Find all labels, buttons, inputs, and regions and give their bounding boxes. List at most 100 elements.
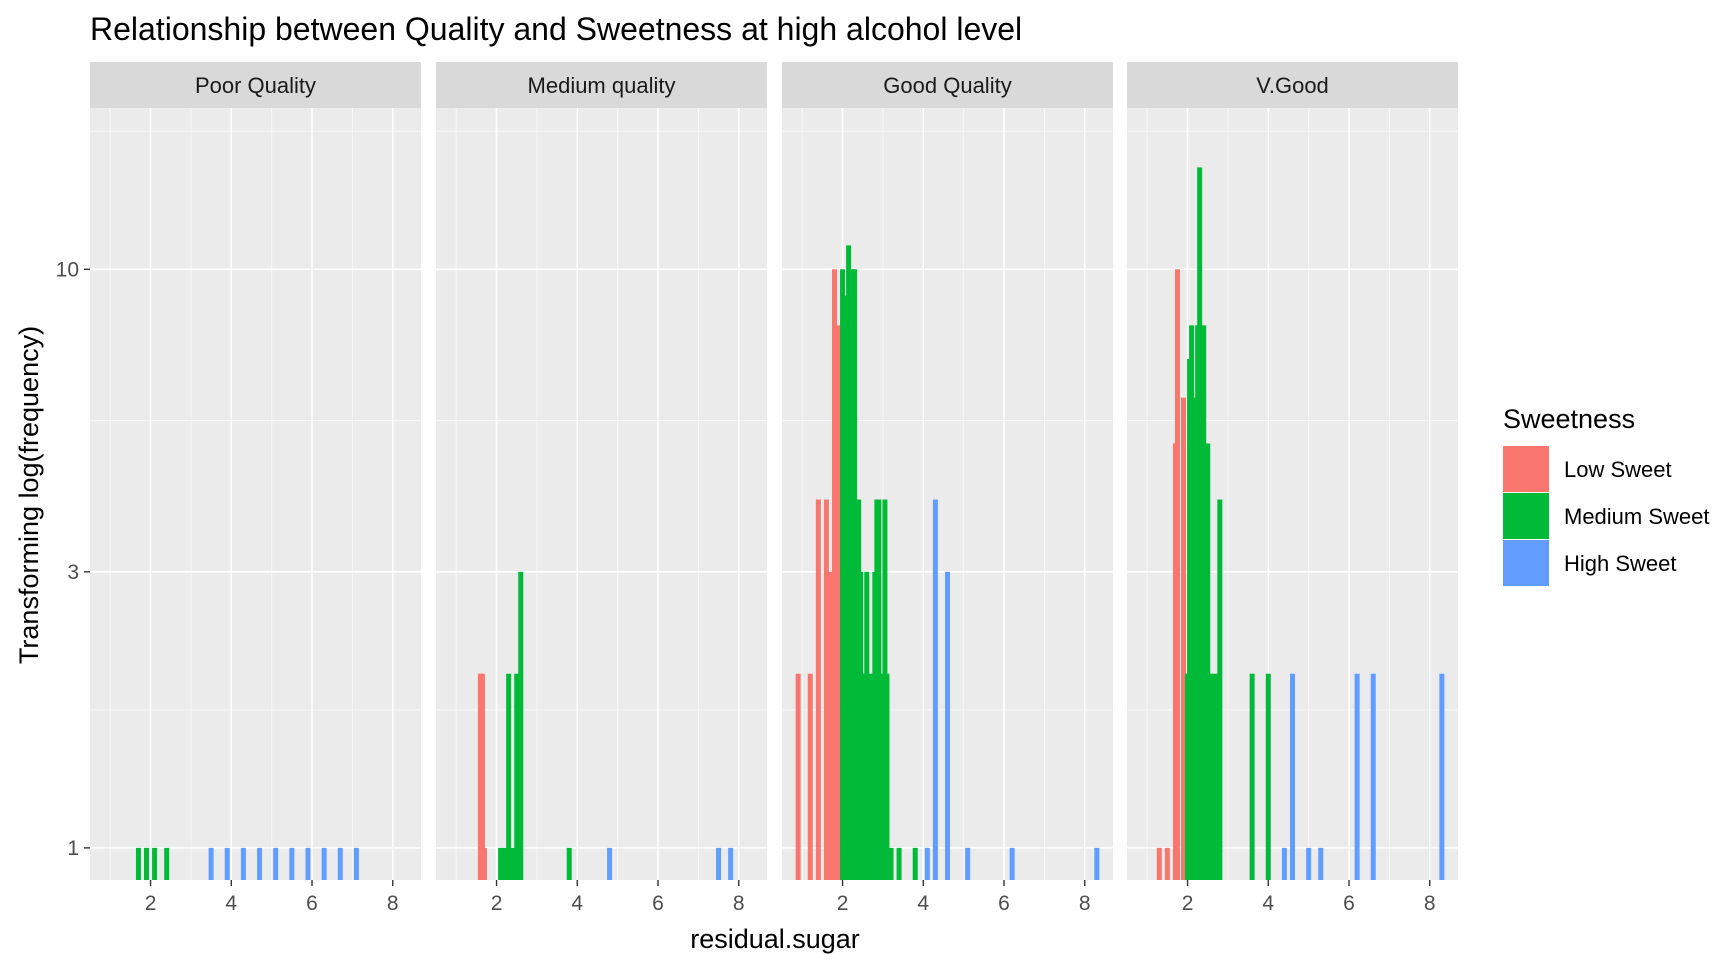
legend-label: Medium Sweet bbox=[1564, 504, 1710, 529]
bar-low-sweet bbox=[1174, 269, 1180, 880]
bar-medium-sweet bbox=[896, 847, 902, 880]
panel-3: Good Quality 2 4 6 8 bbox=[782, 62, 1113, 915]
bar-high-sweet bbox=[1281, 847, 1287, 880]
bar-high-sweet bbox=[1318, 847, 1324, 880]
x-tick-label: 8 bbox=[387, 892, 399, 915]
bar-high-sweet bbox=[337, 847, 343, 880]
y-tick-label: 1 bbox=[67, 837, 79, 860]
panel-background bbox=[436, 108, 767, 880]
bar-medium-sweet bbox=[506, 673, 512, 880]
bar-high-sweet bbox=[728, 847, 734, 880]
bar-high-sweet bbox=[1370, 673, 1376, 880]
bar-medium-sweet bbox=[912, 847, 918, 880]
facet-strip bbox=[782, 62, 1113, 108]
bar-low-sweet bbox=[1156, 847, 1162, 880]
x-tick-label: 4 bbox=[225, 892, 237, 915]
facet-strip bbox=[90, 62, 421, 108]
bar-medium-sweet bbox=[864, 571, 870, 880]
bar-high-sweet bbox=[716, 847, 722, 880]
bar-high-sweet bbox=[607, 847, 613, 880]
x-tick-label: 4 bbox=[917, 892, 929, 915]
bars bbox=[1156, 167, 1445, 880]
panel-background bbox=[90, 108, 421, 880]
bar-medium-sweet bbox=[164, 847, 170, 880]
bar-low-sweet bbox=[1164, 847, 1170, 880]
bar-low-sweet bbox=[481, 847, 487, 880]
bar-medium-sweet bbox=[135, 847, 141, 880]
facet-strip bbox=[1127, 62, 1458, 108]
bar-medium-sweet bbox=[1217, 499, 1223, 880]
x-axis-title: residual.sugar bbox=[690, 924, 860, 954]
bar-high-sweet bbox=[224, 847, 230, 880]
x-tick-label: 2 bbox=[837, 892, 849, 915]
panel-2: Medium quality 2 4 6 8 bbox=[436, 62, 767, 915]
y-tick-label: 3 bbox=[67, 561, 79, 584]
bar-low-sweet bbox=[479, 673, 485, 880]
bar-high-sweet bbox=[1354, 673, 1360, 880]
bar-high-sweet bbox=[945, 571, 950, 880]
panel-4: V.Good 2 4 6 8 bbox=[1127, 62, 1458, 915]
bar-low-sweet bbox=[795, 673, 801, 880]
x-tick-label: 4 bbox=[571, 892, 583, 915]
bar-low-sweet bbox=[815, 499, 821, 880]
facet-strip bbox=[436, 62, 767, 108]
bar-medium-sweet bbox=[860, 673, 866, 880]
bar-low-sweet bbox=[1181, 397, 1187, 880]
bar-low-sweet bbox=[807, 673, 813, 880]
bar-medium-sweet bbox=[1209, 673, 1215, 880]
bar-high-sweet bbox=[273, 847, 279, 880]
bar-medium-sweet bbox=[1265, 673, 1271, 880]
bar-medium-sweet bbox=[514, 673, 520, 880]
bars bbox=[795, 245, 1100, 880]
bar-high-sweet bbox=[257, 847, 263, 880]
chart-title: Relationship between Quality and Sweetne… bbox=[90, 11, 1022, 47]
legend-title: Sweetness bbox=[1503, 404, 1635, 434]
bar-high-sweet bbox=[1290, 673, 1295, 880]
bar-high-sweet bbox=[1439, 673, 1445, 880]
bar-high-sweet bbox=[353, 847, 359, 880]
x-tick-label: 2 bbox=[491, 892, 503, 915]
bar-high-sweet bbox=[240, 847, 246, 880]
y-tick-label: 10 bbox=[56, 258, 79, 281]
bar-medium-sweet bbox=[152, 847, 158, 880]
x-tick-label: 4 bbox=[1262, 892, 1274, 915]
y-axis-title: Transforming log(frequency) bbox=[14, 326, 44, 664]
bar-medium-sweet bbox=[144, 847, 150, 880]
x-tick-label: 8 bbox=[1424, 892, 1436, 915]
x-tick-label: 2 bbox=[1182, 892, 1194, 915]
legend-key-low-sweet bbox=[1503, 446, 1549, 492]
bar-medium-sweet bbox=[518, 571, 524, 880]
x-tick-label: 8 bbox=[733, 892, 745, 915]
bar-low-sweet bbox=[827, 571, 833, 880]
facet-strip-label: Medium quality bbox=[528, 73, 676, 98]
bar-medium-sweet bbox=[1213, 673, 1219, 880]
legend-label: Low Sweet bbox=[1564, 457, 1672, 482]
bar-medium-sweet bbox=[868, 673, 874, 880]
bar-medium-sweet bbox=[876, 499, 882, 880]
x-tick-label: 6 bbox=[652, 892, 664, 915]
bar-high-sweet bbox=[1094, 847, 1100, 880]
facet-strip-label: Poor Quality bbox=[195, 73, 316, 98]
bar-medium-sweet bbox=[1205, 443, 1211, 880]
bar-medium-sweet bbox=[566, 847, 572, 880]
bar-medium-sweet bbox=[502, 847, 508, 880]
facet-strip-label: Good Quality bbox=[883, 73, 1011, 98]
facet-strip-label: V.Good bbox=[1256, 73, 1329, 98]
bars bbox=[477, 571, 734, 880]
bar-high-sweet bbox=[208, 847, 214, 880]
bar-high-sweet bbox=[965, 847, 971, 880]
bar-high-sweet bbox=[289, 847, 295, 880]
legend-label: High Sweet bbox=[1564, 551, 1677, 576]
legend-key-high-sweet bbox=[1503, 540, 1549, 586]
x-tick-label: 2 bbox=[145, 892, 157, 915]
x-tick-label: 6 bbox=[998, 892, 1010, 915]
bar-medium-sweet bbox=[1249, 673, 1255, 880]
bars bbox=[135, 847, 359, 880]
legend: Sweetness Low Sweet Medium Sweet High Swee… bbox=[1503, 404, 1710, 586]
bar-high-sweet bbox=[305, 847, 311, 880]
y-axis: 1 3 10 bbox=[56, 258, 90, 860]
bar-medium-sweet bbox=[884, 673, 890, 880]
x-tick-label: 8 bbox=[1079, 892, 1091, 915]
